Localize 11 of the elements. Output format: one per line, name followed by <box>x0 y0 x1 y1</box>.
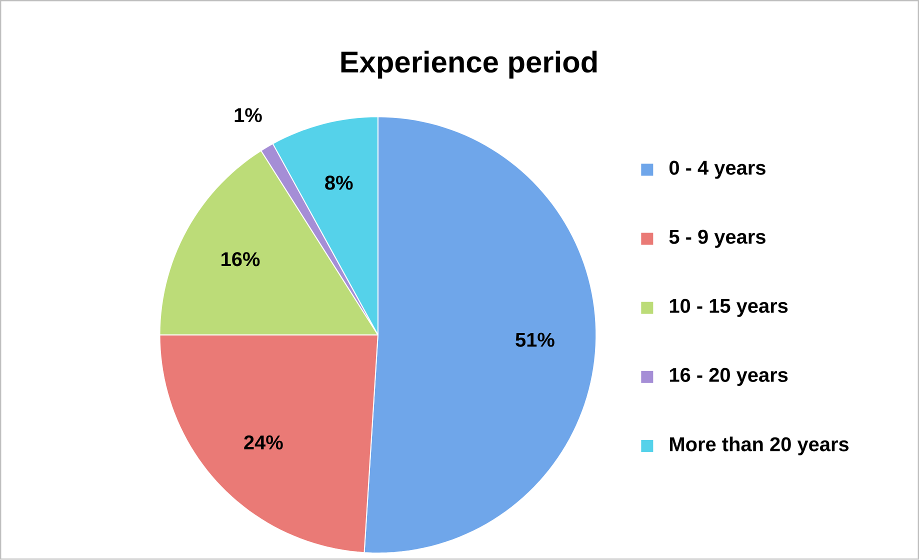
data-label: 51% <box>516 332 554 347</box>
data-label: 1% <box>234 108 262 122</box>
legend-label: 5 - 9 years <box>669 230 766 248</box>
legend-label: More than 20 years <box>670 436 849 456</box>
data-label: 24% <box>244 436 283 450</box>
legend-label: 16 - 20 years <box>670 368 788 386</box>
data-label: 16% <box>222 252 260 266</box>
data-label: 8% <box>325 176 353 190</box>
legend-label: 0 - 4 years <box>669 160 766 179</box>
legend-label: 10 - 15 years <box>670 298 788 318</box>
chart-title: Experience period <box>341 50 597 79</box>
